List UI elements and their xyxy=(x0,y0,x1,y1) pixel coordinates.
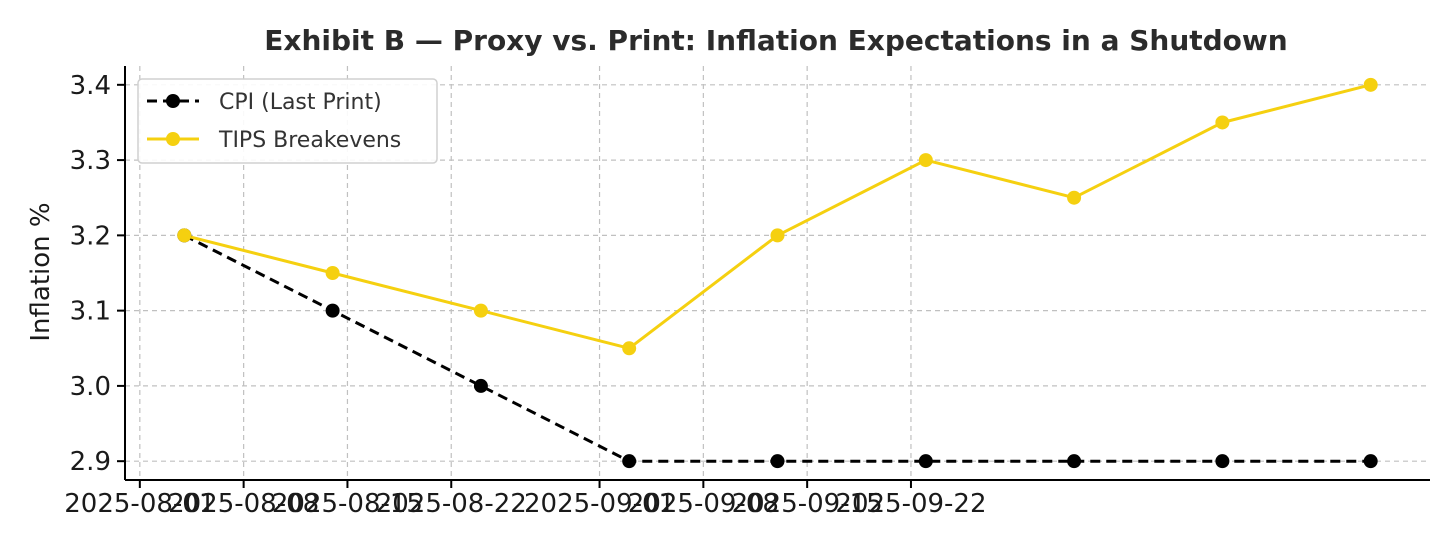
data-point-series-2 xyxy=(177,228,192,243)
data-point-series-1 xyxy=(1067,454,1082,469)
x-tick-label: 2025-09-01 xyxy=(524,489,675,519)
legend-label: TIPS Breakevens xyxy=(218,128,401,153)
data-point-series-2 xyxy=(1215,115,1230,130)
y-axis-label: Inflation % xyxy=(26,202,56,341)
x-tick-label: 2025-08-08 xyxy=(168,489,319,519)
legend-box xyxy=(137,78,438,164)
axes: 2.93.03.13.23.33.42025-08-012025-08-0820… xyxy=(64,66,1430,519)
y-tick-label: 3.3 xyxy=(70,146,111,176)
x-tick-label: 2025-09-15 xyxy=(732,489,883,519)
series-line-1 xyxy=(183,234,1371,463)
data-point-series-1 xyxy=(918,454,933,469)
y-tick-label: 3.0 xyxy=(70,372,111,402)
legend-marker xyxy=(166,132,180,146)
legend: CPI (Last Print) TIPS Breakevens xyxy=(137,78,438,164)
data-point-series-2 xyxy=(1363,77,1378,92)
chart-title: Exhibit B — Proxy vs. Print: Inflation E… xyxy=(264,24,1287,57)
series-layer xyxy=(177,77,1378,469)
data-point-series-1 xyxy=(473,378,488,393)
data-point-series-2 xyxy=(622,341,637,356)
data-point-series-1 xyxy=(770,454,785,469)
data-point-series-1 xyxy=(1363,454,1378,469)
data-point-series-2 xyxy=(1067,190,1082,205)
x-tick-label: 2025-08-15 xyxy=(272,489,423,519)
data-point-series-1 xyxy=(325,303,340,318)
legend-marker xyxy=(166,94,180,108)
y-tick-label: 3.4 xyxy=(70,71,111,101)
x-tick-label: 2025-09-08 xyxy=(628,489,779,519)
y-tick-label: 3.2 xyxy=(70,221,111,251)
data-point-series-2 xyxy=(918,153,933,168)
data-point-series-2 xyxy=(770,228,785,243)
y-tick-label: 3.1 xyxy=(70,297,111,327)
x-tick-label: 2025-09-22 xyxy=(835,489,986,519)
data-point-series-2 xyxy=(473,303,488,318)
x-tick-label: 2025-08-01 xyxy=(64,489,215,519)
data-point-series-2 xyxy=(325,266,340,280)
data-point-series-1 xyxy=(1215,454,1230,469)
y-tick-label: 2.9 xyxy=(70,447,111,477)
legend-label: CPI (Last Print) xyxy=(219,90,382,115)
x-tick-label: 2025-08-22 xyxy=(376,489,527,519)
data-point-series-1 xyxy=(622,454,637,469)
